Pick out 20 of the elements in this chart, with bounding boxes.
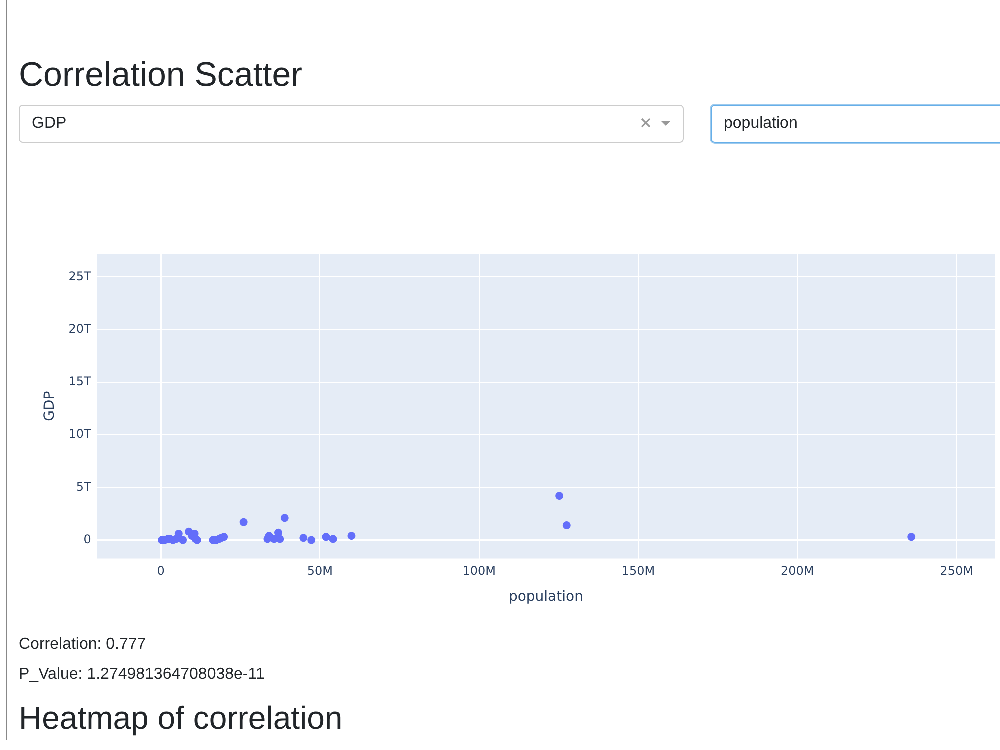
chart-title: Correlation Scatter bbox=[19, 56, 302, 95]
text: population bbox=[724, 115, 798, 132]
y-tick-label: 20T bbox=[68, 322, 92, 336]
x-axis-title: population bbox=[508, 589, 584, 606]
text: Heatmap of correlation bbox=[19, 700, 343, 737]
x-tick-label: 200M bbox=[781, 564, 814, 578]
y-tick-label: 15T bbox=[68, 374, 92, 389]
text: GDP bbox=[32, 115, 67, 132]
y-tick-label: 10T bbox=[68, 427, 92, 442]
x-tick-label: 150M bbox=[622, 564, 656, 578]
x-tick-label: 250M bbox=[940, 564, 974, 578]
y-tick-label: 5T bbox=[76, 480, 92, 494]
text: Correlation: 0.777 bbox=[19, 636, 146, 654]
x-tick-label: 0 bbox=[157, 564, 165, 578]
y-tick-label: 0 bbox=[84, 532, 92, 546]
x-tick-label: 50M bbox=[307, 564, 334, 578]
text: P_Value: 1.274981364708038e-11 bbox=[19, 666, 265, 684]
y-tick-label: 25T bbox=[68, 269, 92, 284]
y-axis-title: GDP bbox=[42, 391, 58, 422]
x-tick-label: 100M bbox=[462, 564, 496, 578]
